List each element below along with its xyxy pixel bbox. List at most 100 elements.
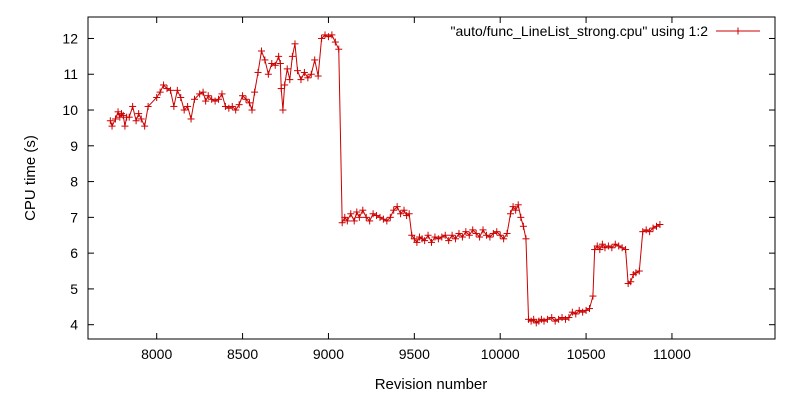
data-point-marker [190, 95, 198, 103]
data-point-marker [397, 210, 405, 218]
data-point-marker [261, 56, 269, 64]
data-point-marker [257, 47, 265, 55]
data-point-marker [137, 115, 145, 123]
data-point-marker [615, 242, 623, 250]
data-point-marker [452, 235, 460, 243]
data-point-marker [264, 70, 272, 78]
data-point-marker [338, 219, 346, 227]
data-point-marker [519, 222, 527, 230]
data-point-marker [343, 217, 351, 225]
data-point-marker [235, 101, 243, 109]
data-point-marker [297, 76, 305, 84]
data-point-marker [413, 238, 421, 246]
data-point-marker [279, 106, 287, 114]
data-point-marker [211, 97, 219, 105]
data-point-marker [582, 306, 590, 314]
data-point-marker [204, 92, 212, 100]
data-point-marker [347, 210, 355, 218]
data-point-marker [331, 38, 339, 46]
data-point-marker [482, 231, 490, 239]
data-point-marker [572, 310, 580, 318]
y-tick-label: 5 [70, 281, 78, 297]
y-tick-label: 4 [70, 317, 78, 333]
y-tick-label: 8 [70, 174, 78, 190]
data-point-marker [635, 267, 643, 275]
data-point-marker [649, 224, 657, 232]
data-point-marker [108, 122, 116, 130]
data-point-marker [350, 217, 358, 225]
data-point-marker [187, 115, 195, 123]
data-point-marker [489, 229, 497, 237]
data-point-marker [135, 110, 143, 118]
data-point-marker [228, 102, 236, 110]
data-point-marker [153, 94, 161, 101]
data-point-marker [199, 88, 207, 96]
data-point-marker [288, 52, 296, 60]
data-point-marker [611, 240, 619, 248]
data-point-marker [245, 99, 253, 107]
data-point-marker [294, 67, 302, 75]
data-point-marker [438, 233, 446, 241]
data-point-marker [579, 308, 587, 316]
data-point-marker [221, 102, 229, 110]
x-tick-label: 10500 [567, 346, 606, 362]
data-point-marker [218, 90, 226, 98]
x-tick-label: 9000 [313, 346, 344, 362]
data-point-marker [225, 104, 233, 112]
data-point-marker [448, 231, 456, 239]
data-point-marker [276, 60, 284, 68]
data-point-marker [170, 102, 178, 110]
data-point-marker [111, 115, 119, 123]
data-point-marker [514, 201, 522, 209]
x-tick-label: 8500 [227, 346, 258, 362]
data-point-marker [646, 228, 654, 236]
y-tick-label: 7 [70, 209, 78, 225]
data-point-marker [275, 52, 283, 60]
data-point-marker [618, 244, 626, 252]
data-point-marker [500, 235, 508, 243]
data-point-marker [215, 95, 223, 103]
data-point-marker [117, 110, 125, 118]
data-point-marker [568, 308, 576, 316]
data-point-marker [232, 106, 240, 114]
data-point-marker [493, 228, 501, 236]
x-tick-label: 8000 [141, 346, 172, 362]
data-point-marker [268, 60, 276, 68]
axis-ticks: 4 5 6 7 8 9 10 11 12 8000 8500 9000 9500 10000 10500 11… [62, 17, 775, 362]
data-point-marker [558, 314, 566, 322]
data-point-marker [277, 85, 285, 93]
data-point-marker [383, 217, 391, 225]
data-point-marker [393, 203, 401, 211]
data-point-marker [455, 229, 463, 237]
data-point-marker [593, 242, 601, 250]
data-point-marker [300, 68, 308, 76]
data-point-marker [512, 206, 520, 214]
data-point-marker [555, 315, 563, 323]
y-tick-label: 12 [62, 30, 78, 46]
data-point-marker [353, 208, 361, 216]
data-point-marker [116, 113, 124, 121]
data-point-marker [400, 206, 408, 214]
data-point-marker [642, 226, 650, 234]
data-point-marker [575, 306, 583, 314]
data-point-marker [281, 81, 289, 89]
series-layer [106, 31, 664, 327]
data-point-marker [639, 228, 647, 236]
data-point-marker [318, 34, 326, 42]
data-point-marker [596, 246, 604, 254]
data-point-marker [469, 226, 477, 234]
data-point-marker [324, 33, 332, 41]
data-point-marker [601, 244, 609, 252]
data-point-marker [479, 226, 487, 234]
data-point-marker [530, 315, 538, 323]
data-point-marker [522, 235, 530, 243]
data-point-marker [543, 315, 551, 323]
data-point-marker [405, 210, 413, 218]
y-tick-label: 9 [70, 138, 78, 154]
data-point-marker [359, 206, 367, 214]
data-point-marker [144, 102, 152, 110]
data-point-marker [486, 233, 494, 241]
data-point-marker [291, 40, 299, 48]
data-point-marker [248, 106, 256, 114]
data-point-marker [548, 314, 556, 322]
